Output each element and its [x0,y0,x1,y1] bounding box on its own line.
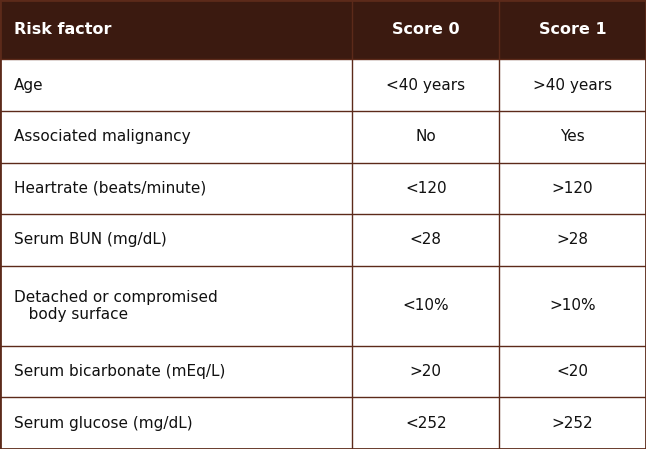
Text: Heartrate (beats/minute): Heartrate (beats/minute) [14,181,207,196]
Text: Yes: Yes [560,129,585,144]
Text: Serum bicarbonate (mEq/L): Serum bicarbonate (mEq/L) [14,364,225,379]
Text: >40 years: >40 years [533,78,612,92]
Text: Score 1: Score 1 [539,22,607,37]
Text: Detached or compromised
   body surface: Detached or compromised body surface [14,290,218,322]
Text: Score 0: Score 0 [392,22,459,37]
Bar [0,0,646,59]
Text: <28: <28 [410,233,442,247]
Text: Risk factor: Risk factor [14,22,112,37]
Text: Age: Age [14,78,44,92]
Text: <120: <120 [405,181,446,196]
Text: >20: >20 [410,364,442,379]
Text: >28: >28 [557,233,589,247]
Text: >10%: >10% [549,298,596,313]
Text: <20: <20 [557,364,589,379]
Text: No: No [415,129,436,144]
Text: <40 years: <40 years [386,78,465,92]
Text: <10%: <10% [402,298,449,313]
Text: >252: >252 [552,416,594,431]
Text: >120: >120 [552,181,594,196]
Text: Associated malignancy: Associated malignancy [14,129,191,144]
Text: Serum glucose (mg/dL): Serum glucose (mg/dL) [14,416,193,431]
Text: <252: <252 [405,416,446,431]
Text: Serum BUN (mg/dL): Serum BUN (mg/dL) [14,233,167,247]
